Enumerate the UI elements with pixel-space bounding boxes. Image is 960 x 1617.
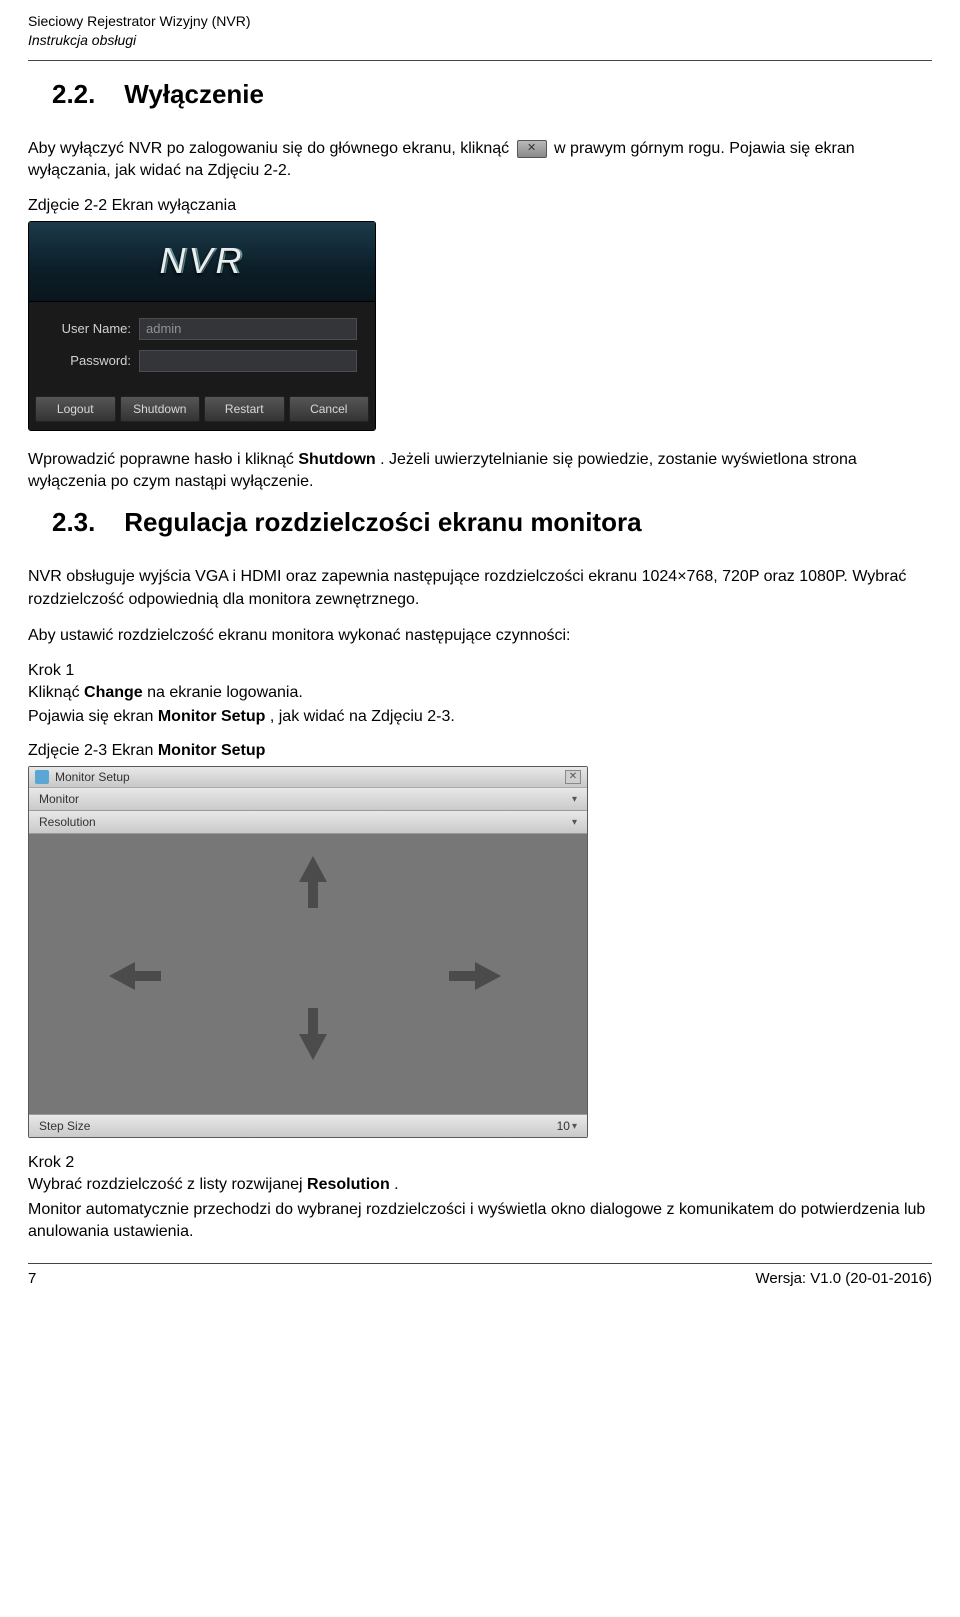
monitor-title-text: Monitor Setup [55, 770, 130, 784]
close-icon [517, 140, 547, 158]
step-size-value: 10 [557, 1119, 570, 1133]
password-input[interactable] [139, 350, 357, 372]
monitor-dropdown[interactable]: Monitor ▾ [29, 788, 587, 811]
shutdown-button[interactable]: Shutdown [120, 396, 201, 422]
step1-a: Kliknąć [28, 684, 84, 701]
step1-c-a: Pojawia się ekran [28, 708, 158, 725]
page-number: 7 [28, 1270, 36, 1287]
username-label: User Name: [47, 321, 139, 336]
resolution-dropdown-label: Resolution [39, 815, 96, 829]
monitor-titlebar: Monitor Setup ✕ [29, 767, 587, 788]
monitor-dropdown-label: Monitor [39, 792, 79, 806]
section-23-heading: 2.3. Regulacja rozdzielczości ekranu mon… [52, 507, 932, 538]
step2-a: Wybrać rozdzielczość z listy rozwijanej [28, 1176, 307, 1193]
section-22-title: Wyłączenie [124, 79, 264, 109]
step2-b: . [394, 1176, 398, 1193]
figure-22-caption: Zdjęcie 2-2 Ekran wyłączania [28, 197, 932, 215]
section-23-title: Regulacja rozdzielczości ekranu monitora [124, 507, 641, 537]
step1-line2: Pojawia się ekran Monitor Setup , jak wi… [28, 706, 932, 728]
username-input[interactable] [139, 318, 357, 340]
para1-text-a: Aby wyłączyć NVR po zalogowaniu się do g… [28, 140, 514, 157]
step2-para: Monitor automatycznie przechodzi do wybr… [28, 1199, 932, 1244]
arrow-right-icon[interactable] [475, 962, 501, 990]
doc-header-line1: Sieciowy Rejestrator Wizyjny (NVR) [28, 12, 932, 31]
step1-bold: Change [84, 684, 143, 701]
nvr-logo: NVR [159, 240, 244, 282]
section-23-number: 2.3. [52, 507, 95, 537]
step1-label: Krok 1 [28, 662, 932, 680]
section-23-para1: NVR obsługuje wyjścia VGA i HDMI oraz za… [28, 566, 932, 611]
password-label: Password: [47, 353, 139, 368]
section-22-para1: Aby wyłączyć NVR po zalogowaniu się do g… [28, 138, 932, 183]
after-nvr-bold: Shutdown [298, 451, 375, 468]
caption23-bold: Monitor Setup [158, 742, 266, 759]
step2-line1: Wybrać rozdzielczość z listy rozwijanej … [28, 1174, 932, 1196]
step1-c-b: , jak widać na Zdjęciu 2-3. [270, 708, 455, 725]
version-text: Wersja: V1.0 (20-01-2016) [756, 1270, 932, 1287]
nvr-password-row: Password: [47, 350, 357, 372]
nvr-username-row: User Name: [47, 318, 357, 340]
after-nvr-para: Wprowadzić poprawne hasło i kliknąć Shut… [28, 449, 932, 494]
doc-header-line2: Instrukcja obsługi [28, 31, 932, 50]
arrow-up-icon[interactable] [299, 856, 327, 882]
nvr-form: User Name: Password: [29, 302, 375, 392]
footer: 7 Wersja: V1.0 (20-01-2016) [28, 1270, 932, 1295]
monitor-setup-dialog: Monitor Setup ✕ Monitor ▾ Resolution ▾ S… [28, 766, 588, 1138]
close-icon[interactable]: ✕ [565, 770, 581, 784]
resolution-dropdown[interactable]: Resolution ▾ [29, 811, 587, 834]
step1-c-bold: Monitor Setup [158, 708, 266, 725]
chevron-down-icon: ▾ [572, 794, 577, 805]
step-size-row[interactable]: Step Size 10 ▾ [29, 1114, 587, 1137]
after-nvr-a: Wprowadzić poprawne hasło i kliknąć [28, 451, 298, 468]
section-22-heading: 2.2. Wyłączenie [52, 79, 932, 110]
footer-rule [28, 1263, 932, 1264]
nvr-banner: NVR [29, 222, 375, 302]
monitor-icon [35, 770, 49, 784]
step2-label: Krok 2 [28, 1154, 932, 1172]
nvr-shutdown-dialog: NVR User Name: Password: Logout Shutdown… [28, 221, 376, 431]
header-rule [28, 60, 932, 61]
chevron-down-icon: ▾ [572, 817, 577, 828]
step2-bold: Resolution [307, 1176, 390, 1193]
caption23-a: Zdjęcie 2-3 Ekran [28, 742, 158, 759]
step1-line1: Kliknąć Change na ekranie logowania. [28, 682, 932, 704]
section-23-para2: Aby ustawić rozdzielczość ekranu monitor… [28, 625, 932, 647]
figure-23-caption: Zdjęcie 2-3 Ekran Monitor Setup [28, 742, 932, 760]
cancel-button[interactable]: Cancel [289, 396, 370, 422]
arrow-down-icon[interactable] [299, 1034, 327, 1060]
logout-button[interactable]: Logout [35, 396, 116, 422]
doc-header: Sieciowy Rejestrator Wizyjny (NVR) Instr… [28, 12, 932, 56]
preview-area [29, 834, 587, 1114]
chevron-down-icon: ▾ [572, 1121, 577, 1132]
section-22-number: 2.2. [52, 79, 95, 109]
restart-button[interactable]: Restart [204, 396, 285, 422]
nvr-button-row: Logout Shutdown Restart Cancel [29, 392, 375, 430]
step1-b: na ekranie logowania. [147, 684, 303, 701]
step-size-label: Step Size [39, 1119, 90, 1133]
arrow-left-icon[interactable] [109, 962, 135, 990]
